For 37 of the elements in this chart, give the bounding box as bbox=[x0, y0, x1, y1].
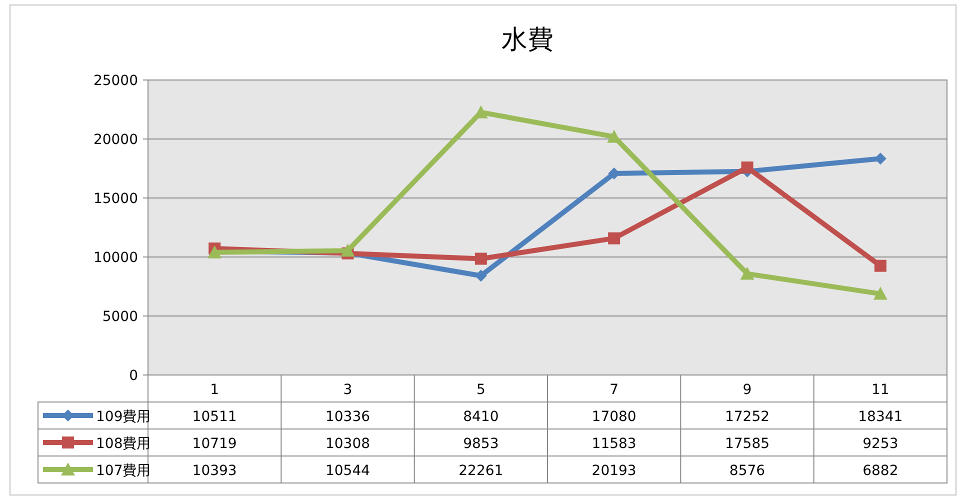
data-label: 8576 bbox=[729, 463, 766, 479]
data-label: 10336 bbox=[325, 409, 370, 425]
data-label: 17252 bbox=[724, 409, 770, 425]
y-tick-label: 25000 bbox=[93, 73, 138, 89]
legend-item: 108費用 bbox=[43, 436, 151, 452]
data-label: 20193 bbox=[592, 463, 636, 479]
y-tick-label: 20000 bbox=[93, 132, 138, 148]
y-tick-label: 5000 bbox=[102, 309, 138, 325]
data-label: 10544 bbox=[325, 463, 370, 479]
data-label: 11583 bbox=[592, 436, 636, 452]
data-label: 10393 bbox=[192, 463, 237, 479]
data-label: 17585 bbox=[724, 436, 770, 452]
data-label: 10308 bbox=[325, 436, 370, 452]
data-label: 17080 bbox=[592, 409, 636, 425]
y-tick-label: 15000 bbox=[93, 191, 138, 207]
x-tick-label: 3 bbox=[343, 382, 352, 398]
x-tick-label: 1 bbox=[210, 382, 220, 398]
x-tick-label: 7 bbox=[610, 382, 619, 398]
data-label: 8410 bbox=[463, 409, 499, 425]
data-label: 6882 bbox=[862, 463, 898, 479]
chart-title: 水費 bbox=[502, 25, 554, 55]
x-tick-label: 11 bbox=[872, 382, 890, 398]
legend-item: 107費用 bbox=[43, 462, 151, 479]
data-label: 10511 bbox=[192, 409, 237, 425]
legend-label: 108費用 bbox=[96, 436, 151, 452]
y-tick-label: 10000 bbox=[93, 250, 138, 266]
data-label: 9253 bbox=[862, 436, 898, 452]
data-label: 10719 bbox=[192, 436, 237, 452]
data-label: 9853 bbox=[463, 436, 499, 452]
legend-item: 109費用 bbox=[43, 409, 151, 425]
y-tick-label: 0 bbox=[129, 368, 138, 384]
data-label: 22261 bbox=[458, 463, 504, 479]
x-tick-label: 9 bbox=[742, 382, 752, 398]
data-label: 18341 bbox=[858, 409, 903, 425]
legend-label: 109費用 bbox=[96, 409, 151, 425]
legend-label: 107費用 bbox=[96, 463, 151, 479]
x-tick-label: 5 bbox=[476, 382, 486, 398]
